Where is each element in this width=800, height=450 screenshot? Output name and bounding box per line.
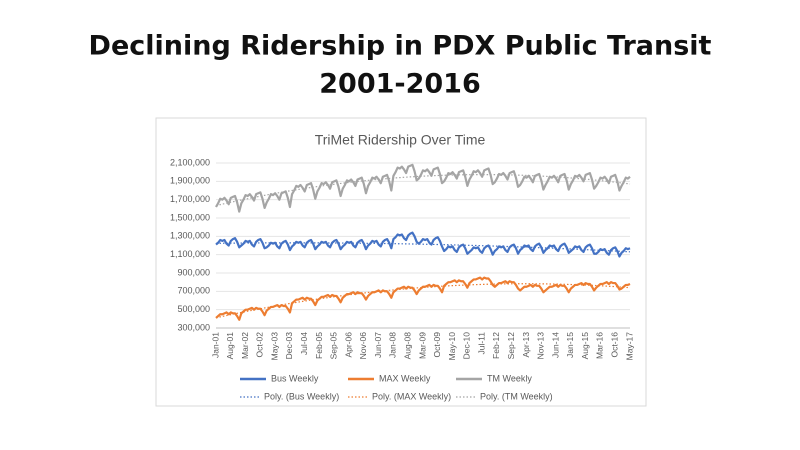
x-tick-label: Aug-15 — [580, 332, 590, 360]
y-tick-label: 700,000 — [177, 286, 210, 296]
x-tick-label: Apr-13 — [521, 332, 531, 358]
trendline — [215, 174, 631, 207]
x-tick-label: Nov-06 — [358, 332, 368, 360]
x-tick-label: Jun-14 — [550, 332, 560, 358]
x-tick-label: Jun-07 — [373, 332, 383, 358]
x-tick-label: Sep-12 — [506, 332, 516, 360]
x-tick-label: Jan-15 — [565, 332, 575, 358]
y-tick-label: 300,000 — [177, 322, 210, 332]
x-tick-label: Sep-05 — [329, 332, 339, 360]
x-tick-label: May-17 — [624, 332, 634, 361]
x-tick-label: Aug-08 — [402, 332, 412, 360]
x-tick-label: Dec-03 — [284, 332, 294, 360]
x-tick-label: Nov-13 — [536, 332, 546, 360]
y-tick-label: 500,000 — [177, 304, 210, 314]
legend-label: Bus Weekly — [271, 373, 319, 383]
x-tick-label: Aug-01 — [225, 332, 235, 360]
x-tick-label: Jul-04 — [299, 332, 309, 355]
x-tick-label: Jul-11 — [476, 332, 486, 355]
y-tick-label: 2,100,000 — [170, 157, 210, 167]
series-line — [215, 276, 631, 321]
x-tick-label: Mar-16 — [595, 332, 605, 359]
y-tick-label: 900,000 — [177, 267, 210, 277]
legend-label: MAX Weekly — [379, 373, 431, 383]
x-tick-label: Jan-08 — [388, 332, 398, 358]
y-tick-label: 1,300,000 — [170, 231, 210, 241]
y-tick-label: 1,500,000 — [170, 212, 210, 222]
trendline — [215, 242, 631, 253]
y-tick-label: 1,100,000 — [170, 249, 210, 259]
series-line — [215, 231, 631, 258]
slide-title: 2001-2016 — [319, 69, 481, 100]
x-tick-label: Oct-16 — [609, 332, 619, 358]
y-tick-label: 1,700,000 — [170, 194, 210, 204]
x-tick-label: May-03 — [269, 332, 279, 361]
x-tick-label: Mar-02 — [240, 332, 250, 359]
x-tick-label: Dec-10 — [462, 332, 472, 360]
legend-label: Poly. (TM Weekly) — [480, 391, 553, 401]
x-tick-label: Mar-09 — [417, 332, 427, 359]
x-tick-label: Jan-01 — [210, 332, 220, 358]
x-tick-label: Feb-05 — [314, 332, 324, 359]
x-tick-label: Apr-06 — [343, 332, 353, 358]
x-tick-label: May-10 — [447, 332, 457, 361]
x-tick-label: Feb-12 — [491, 332, 501, 359]
slide-title: Declining Ridership in PDX Public Transi… — [89, 31, 712, 62]
x-tick-label: Oct-02 — [255, 332, 265, 358]
x-tick-label: Oct-09 — [432, 332, 442, 358]
trendline — [215, 283, 631, 319]
chart-title: TriMet Ridership Over Time — [315, 132, 486, 148]
chart-frame — [155, 117, 647, 407]
legend-label: TM Weekly — [487, 373, 532, 383]
legend-label: Poly. (Bus Weekly) — [264, 391, 339, 401]
legend-label: Poly. (MAX Weekly) — [372, 391, 451, 401]
y-tick-label: 1,900,000 — [170, 176, 210, 186]
